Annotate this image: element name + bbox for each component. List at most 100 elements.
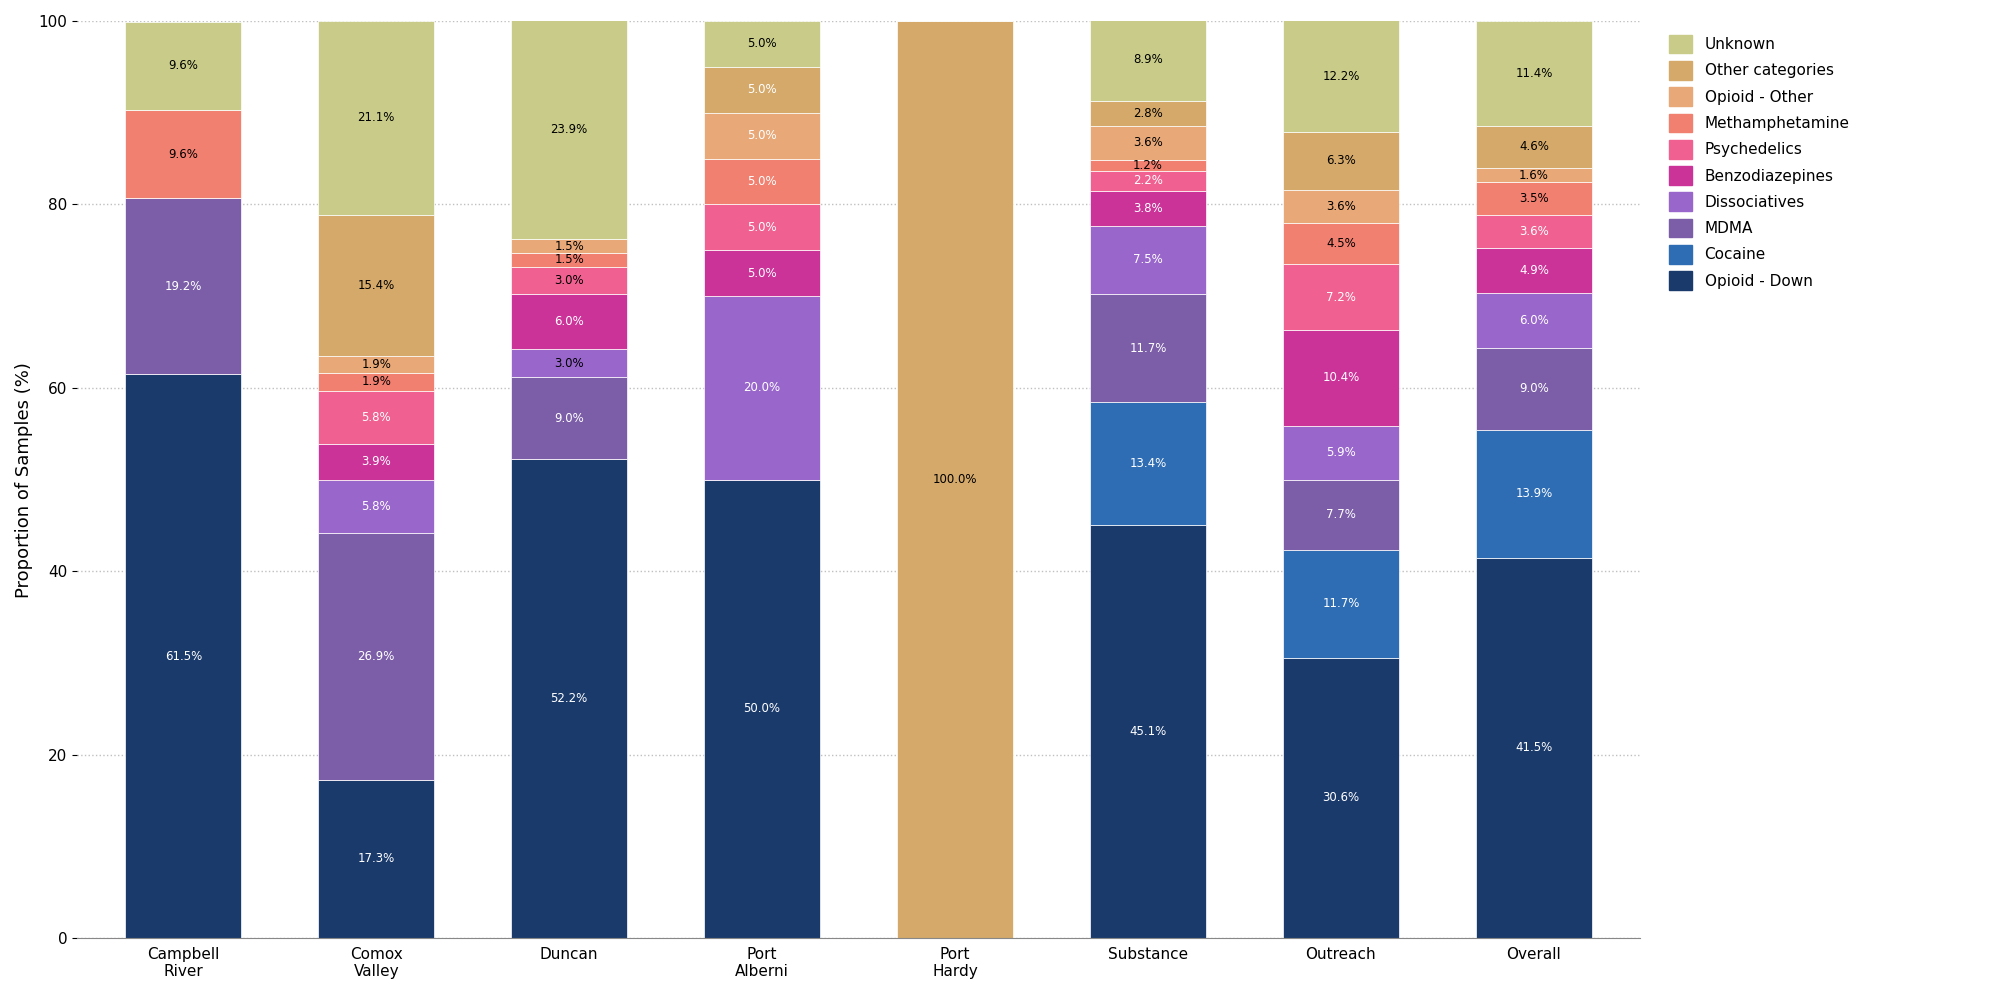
Text: 3.9%: 3.9%: [362, 455, 392, 468]
Bar: [1284, 223, 1398, 264]
Bar: [704, 250, 820, 296]
Bar: [512, 294, 628, 349]
Text: 9.6%: 9.6%: [168, 147, 198, 160]
Bar: [1476, 215, 1592, 248]
Text: 5.0%: 5.0%: [748, 266, 776, 279]
Bar: [704, 480, 820, 938]
Text: 9.0%: 9.0%: [554, 412, 584, 424]
Bar: [1476, 183, 1592, 215]
Text: 5.0%: 5.0%: [748, 83, 776, 96]
Text: 23.9%: 23.9%: [550, 123, 588, 136]
Bar: [1090, 402, 1206, 525]
Bar: [1284, 20, 1398, 132]
Text: 13.9%: 13.9%: [1516, 487, 1552, 500]
Text: 4.9%: 4.9%: [1518, 263, 1548, 276]
Text: 11.7%: 11.7%: [1130, 342, 1166, 355]
Text: 11.7%: 11.7%: [1322, 597, 1360, 610]
Bar: [1476, 248, 1592, 292]
Bar: [512, 349, 628, 377]
Text: 30.6%: 30.6%: [1322, 791, 1360, 804]
Bar: [1090, 19, 1206, 100]
Bar: [318, 779, 434, 938]
Text: 3.0%: 3.0%: [554, 357, 584, 370]
Bar: [318, 356, 434, 373]
Bar: [1284, 330, 1398, 425]
Text: 3.0%: 3.0%: [554, 274, 584, 287]
Bar: [1476, 430, 1592, 558]
Text: 1.5%: 1.5%: [554, 240, 584, 252]
Bar: [318, 480, 434, 533]
Bar: [318, 373, 434, 391]
Text: 2.2%: 2.2%: [1134, 174, 1162, 187]
Bar: [1090, 226, 1206, 294]
Text: 13.4%: 13.4%: [1130, 456, 1166, 469]
Text: 1.9%: 1.9%: [362, 376, 392, 389]
Text: 9.0%: 9.0%: [1520, 383, 1548, 396]
Y-axis label: Proportion of Samples (%): Proportion of Samples (%): [14, 362, 32, 597]
Text: 17.3%: 17.3%: [358, 853, 394, 866]
Text: 7.7%: 7.7%: [1326, 509, 1356, 522]
Text: 7.2%: 7.2%: [1326, 290, 1356, 303]
Bar: [704, 205, 820, 250]
Text: 3.6%: 3.6%: [1326, 200, 1356, 213]
Bar: [1090, 525, 1206, 938]
Text: 19.2%: 19.2%: [164, 279, 202, 292]
Bar: [898, 21, 1012, 938]
Legend: Unknown, Other categories, Opioid - Other, Methamphetamine, Psychedelics, Benzod: Unknown, Other categories, Opioid - Othe…: [1664, 29, 1856, 296]
Bar: [1284, 658, 1398, 938]
Bar: [1090, 171, 1206, 191]
Text: 100.0%: 100.0%: [932, 473, 978, 486]
Text: 4.5%: 4.5%: [1326, 237, 1356, 249]
Bar: [318, 21, 434, 215]
Bar: [1476, 125, 1592, 168]
Bar: [1090, 126, 1206, 159]
Bar: [1284, 551, 1398, 658]
Text: 52.2%: 52.2%: [550, 693, 588, 706]
Bar: [1090, 100, 1206, 126]
Text: 5.8%: 5.8%: [362, 411, 392, 423]
Bar: [1476, 292, 1592, 348]
Bar: [704, 21, 820, 67]
Text: 8.9%: 8.9%: [1134, 54, 1162, 67]
Bar: [1476, 168, 1592, 183]
Text: 6.3%: 6.3%: [1326, 154, 1356, 167]
Bar: [704, 296, 820, 480]
Text: 3.6%: 3.6%: [1134, 136, 1162, 149]
Bar: [1476, 558, 1592, 938]
Bar: [512, 266, 628, 294]
Text: 41.5%: 41.5%: [1516, 742, 1552, 754]
Bar: [126, 110, 242, 198]
Text: 9.6%: 9.6%: [168, 60, 198, 73]
Bar: [704, 67, 820, 112]
Text: 5.0%: 5.0%: [748, 129, 776, 142]
Bar: [126, 198, 242, 374]
Text: 5.8%: 5.8%: [362, 500, 392, 513]
Bar: [126, 374, 242, 938]
Text: 3.6%: 3.6%: [1520, 225, 1548, 238]
Bar: [1476, 348, 1592, 430]
Bar: [1090, 191, 1206, 226]
Text: 11.4%: 11.4%: [1516, 67, 1552, 80]
Bar: [318, 391, 434, 444]
Bar: [512, 20, 628, 240]
Bar: [318, 533, 434, 779]
Text: 6.0%: 6.0%: [1520, 313, 1548, 326]
Text: 4.6%: 4.6%: [1518, 140, 1548, 153]
Bar: [704, 112, 820, 159]
Text: 3.8%: 3.8%: [1134, 202, 1162, 215]
Text: 20.0%: 20.0%: [744, 382, 780, 395]
Text: 1.9%: 1.9%: [362, 358, 392, 371]
Text: 5.0%: 5.0%: [748, 221, 776, 234]
Text: 10.4%: 10.4%: [1322, 372, 1360, 385]
Text: 61.5%: 61.5%: [164, 650, 202, 663]
Bar: [318, 215, 434, 356]
Bar: [512, 377, 628, 459]
Bar: [704, 159, 820, 205]
Bar: [1090, 294, 1206, 402]
Text: 5.9%: 5.9%: [1326, 446, 1356, 459]
Text: 7.5%: 7.5%: [1134, 253, 1162, 266]
Text: 45.1%: 45.1%: [1130, 725, 1166, 738]
Bar: [512, 459, 628, 938]
Text: 6.0%: 6.0%: [554, 315, 584, 328]
Text: 5.0%: 5.0%: [748, 175, 776, 188]
